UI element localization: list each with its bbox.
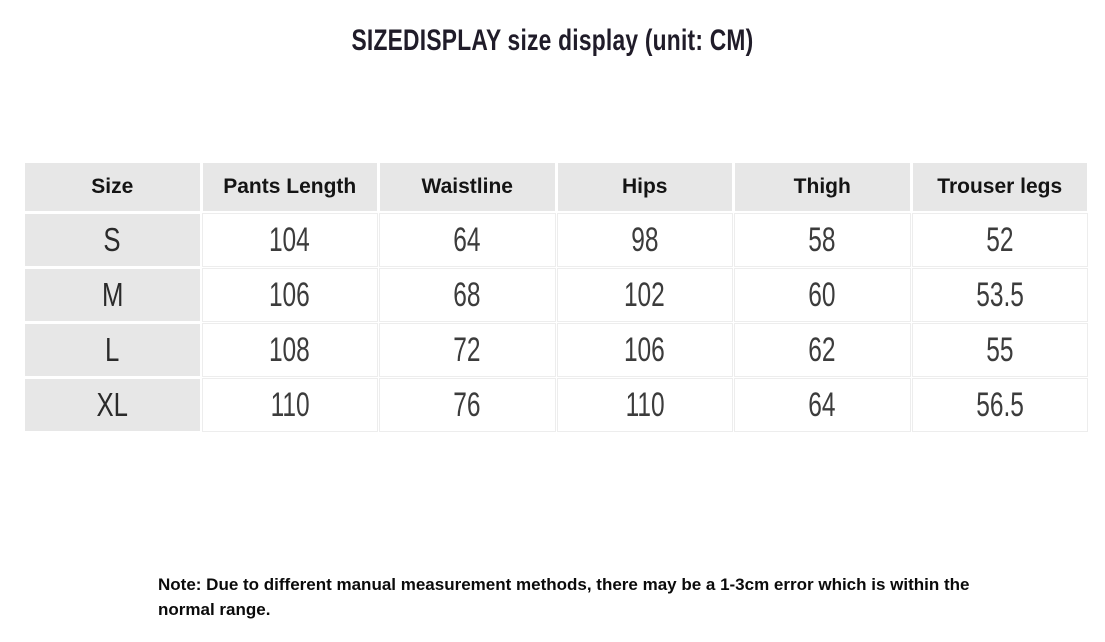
cell-value: 55 (986, 330, 1014, 369)
cell-value: 64 (453, 220, 481, 259)
cell-value: 56.5 (975, 385, 1024, 424)
size-label: S (103, 221, 121, 258)
cell-value: 68 (453, 275, 481, 314)
measurement-note: Note: Due to different manual measuremen… (158, 575, 970, 619)
data-cell: 64 (380, 214, 555, 266)
page-title-text: SIZEDISPLAY size display (unit: CM) (351, 24, 754, 57)
cell-value: 58 (808, 220, 836, 259)
header-cell-trouser-legs: Trouser legs (912, 163, 1087, 211)
size-cell-s: S (25, 214, 200, 266)
size-label: L (105, 331, 120, 368)
data-cell: 68 (380, 269, 555, 321)
cell-value: 110 (625, 385, 665, 424)
header-cell-waistline: Waistline (380, 163, 555, 211)
data-cell: 56.5 (912, 379, 1087, 431)
data-cell: 72 (380, 324, 555, 376)
data-cell: 58 (735, 214, 910, 266)
data-cell: 106 (202, 269, 377, 321)
cell-value: 52 (986, 220, 1014, 259)
page-title: SIZEDISPLAY size display (unit: CM) (0, 24, 1105, 58)
header-cell-size: Size (25, 163, 200, 211)
cell-value: 110 (270, 385, 310, 424)
size-table: Size Pants Length Waistline Hips Thigh T… (25, 163, 1087, 431)
header-cell-pants-length: Pants Length (202, 163, 377, 211)
data-cell: 52 (912, 214, 1087, 266)
cell-value: 64 (808, 385, 836, 424)
data-cell: 55 (912, 324, 1087, 376)
size-cell-m: M (25, 269, 200, 321)
cell-value: 72 (453, 330, 481, 369)
cell-value: 106 (269, 275, 311, 314)
data-cell: 62 (735, 324, 910, 376)
header-cell-hips: Hips (557, 163, 732, 211)
cell-value: 60 (808, 275, 836, 314)
data-cell: 76 (380, 379, 555, 431)
cell-value: 102 (624, 275, 666, 314)
cell-value: 98 (631, 220, 659, 259)
size-label: M (101, 276, 123, 313)
data-cell: 98 (557, 214, 732, 266)
size-label: XL (96, 386, 128, 423)
data-cell: 102 (557, 269, 732, 321)
data-cell: 108 (202, 324, 377, 376)
size-cell-l: L (25, 324, 200, 376)
data-cell: 106 (557, 324, 732, 376)
cell-value: 53.5 (975, 275, 1024, 314)
header-cell-thigh: Thigh (735, 163, 910, 211)
data-cell: 60 (735, 269, 910, 321)
data-cell: 110 (557, 379, 732, 431)
cell-value: 76 (453, 385, 481, 424)
data-cell: 110 (202, 379, 377, 431)
data-cell: 64 (735, 379, 910, 431)
data-cell: 53.5 (912, 269, 1087, 321)
data-cell: 104 (202, 214, 377, 266)
cell-value: 104 (269, 220, 311, 259)
size-cell-xl: XL (25, 379, 200, 431)
cell-value: 106 (624, 330, 666, 369)
cell-value: 62 (808, 330, 836, 369)
cell-value: 108 (269, 330, 311, 369)
